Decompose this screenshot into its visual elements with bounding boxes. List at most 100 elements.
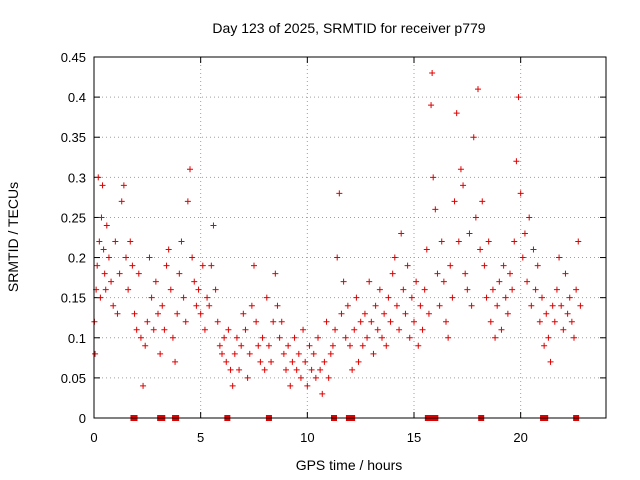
data-point [338,310,345,317]
data-point [321,358,328,365]
data-point [116,270,123,277]
data-point [406,334,413,341]
data-point [195,286,202,293]
data-point [485,238,492,245]
data-point [438,238,445,245]
data-point [92,350,99,357]
y-tick-label: 0 [79,411,86,426]
data-point [317,366,324,373]
data-point [400,286,407,293]
data-point [564,310,571,317]
x-tick-label: 10 [300,430,314,445]
data-point [447,262,454,269]
data-point [161,326,168,333]
data-point [178,238,185,245]
data-point [295,350,302,357]
data-point [534,262,541,269]
data-point [541,342,548,349]
data-point [468,302,475,309]
data-point [530,246,537,253]
data-point [96,238,103,245]
data-point [329,342,336,349]
data-point [355,358,362,365]
data-point [566,294,573,301]
data-point [227,366,234,373]
y-axis-label: SRMTID / TECUs [5,182,21,292]
y-tick-label: 0.2 [68,251,86,266]
data-point [310,350,317,357]
data-point [408,294,415,301]
data-point [575,238,582,245]
y-tick-label: 0.35 [61,130,86,145]
data-point [532,286,539,293]
data-point [556,254,563,261]
data-point [342,334,349,341]
data-point [306,342,313,349]
data-point [440,278,447,285]
data-point [509,286,516,293]
chart-title: Day 123 of 2025, SRMTID for receiver p77… [212,20,485,36]
data-point [553,286,560,293]
y-tick-label: 0.15 [61,291,86,306]
data-point [283,366,289,373]
data-point [114,310,121,317]
data-point [152,278,159,285]
data-point [344,302,351,309]
y-tick-label: 0.4 [68,90,86,105]
data-point [302,358,309,365]
data-point [413,278,420,285]
data-point [470,134,477,141]
data-point [368,318,375,325]
data-point [274,302,281,309]
data-point [323,318,330,325]
data-point [398,230,405,237]
x-tick-label: 0 [90,430,97,445]
data-point [105,254,112,261]
data-point [528,302,535,309]
data-point [102,286,109,293]
data-point [494,302,501,309]
data-point [120,182,127,189]
data-point [208,262,215,269]
data-point [396,326,403,333]
data-point [293,366,300,373]
data-point [547,358,554,365]
data-point [577,302,584,309]
data-point [315,334,321,341]
data-point [517,190,524,197]
data-point [257,358,264,365]
data-point [498,326,505,333]
data-point [159,302,166,309]
grid [94,57,606,418]
data-point [434,270,441,277]
data-point [472,214,479,221]
data-point [242,326,249,333]
data-point [193,302,200,309]
data-point [419,326,426,333]
data-point [423,246,430,253]
data-point [353,294,360,301]
data-point [191,278,198,285]
data-point [127,238,134,245]
data-point [148,294,155,301]
plot-frame [93,56,607,419]
data-point [526,214,533,221]
data-point [500,262,507,269]
data-point [545,334,552,341]
data-point [370,350,377,357]
data-point [425,310,432,317]
data-point [492,334,499,341]
data-point [477,246,484,253]
data-point [543,310,550,317]
data-point [225,326,232,333]
x-tick-label: 20 [513,430,527,445]
data-point [278,318,285,325]
data-points [91,70,584,421]
data-point [411,318,417,325]
data-point [268,358,275,365]
data-point [524,278,531,285]
data-point [240,310,247,317]
data-point [167,286,174,293]
data-point [487,318,494,325]
